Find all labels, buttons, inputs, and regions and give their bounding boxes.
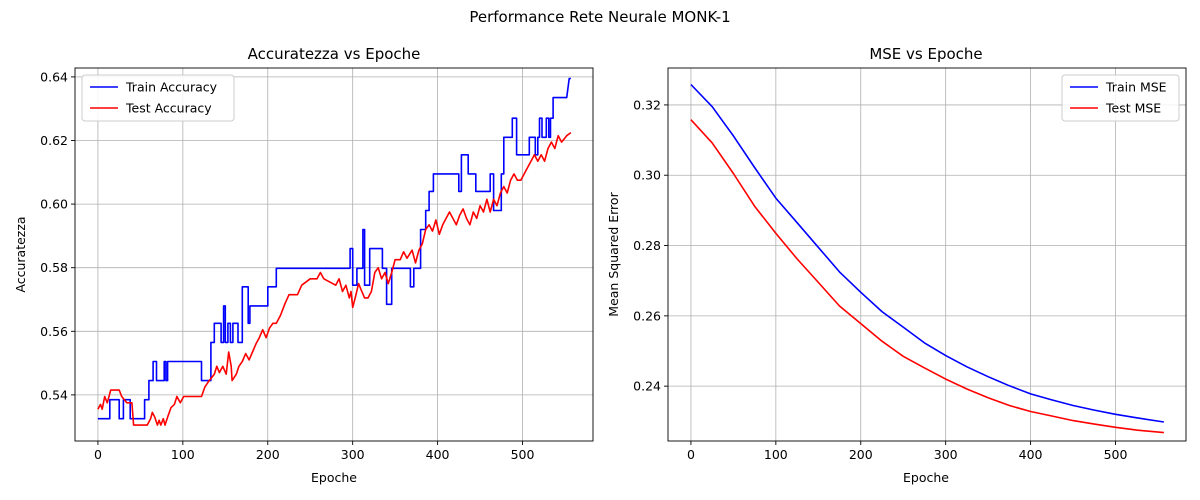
test-accuracy-legend-label: Test Accuracy <box>125 101 212 116</box>
accuracy-x-tick-label: 0 <box>94 447 102 462</box>
accuracy-legend: Train Accuracy Test Accuracy <box>81 74 235 122</box>
accuracy-plot-frame <box>74 67 594 442</box>
accuracy-y-tick-label: 0.64 <box>40 69 68 84</box>
accuracy-x-tick-label: 300 <box>341 447 365 462</box>
accuracy-grid <box>75 68 593 441</box>
accuracy-x-tick-label: 500 <box>511 447 535 462</box>
mse-x-axis-label: Epoche <box>903 470 949 485</box>
accuracy-chart-title: Accuratezza vs Epoche <box>248 45 421 63</box>
accuracy-y-ticks: 0.54 0.56 0.58 0.60 0.62 0.64 <box>40 69 75 402</box>
accuracy-x-tick-label: 100 <box>171 447 195 462</box>
mse-y-tick-label: 0.24 <box>633 379 661 394</box>
accuracy-chart-panel: Accuratezza vs Epoche 0 100 200 300 400 500 0… <box>13 45 594 485</box>
mse-y-axis-label: Mean Squared Error <box>606 191 621 316</box>
figure-suptitle: Performance Rete Neurale MONK-1 <box>469 8 730 26</box>
test-mse-line <box>690 119 1164 434</box>
accuracy-y-tick-label: 0.62 <box>40 133 68 148</box>
test-mse-legend-label: Test MSE <box>1105 101 1161 116</box>
accuracy-y-tick-label: 0.54 <box>40 387 68 402</box>
mse-x-tick-label: 300 <box>934 447 958 462</box>
train-mse-line <box>690 83 1165 423</box>
accuracy-series-group <box>97 77 572 426</box>
train-accuracy-legend-label: Train Accuracy <box>125 80 218 95</box>
mse-legend: Train MSE Test MSE <box>1061 74 1180 122</box>
mse-x-tick-label: 400 <box>1019 447 1043 462</box>
mse-chart-panel: MSE vs Epoche 0 100 200 300 400 500 0.240.260… <box>606 45 1187 485</box>
mse-x-tick-label: 200 <box>849 447 873 462</box>
accuracy-legend-box <box>81 74 235 122</box>
mse-x-tick-label: 500 <box>1104 447 1128 462</box>
mse-series-group <box>690 83 1165 434</box>
mse-x-ticks: 0 100 200 300 400 500 <box>687 441 1128 462</box>
mse-y-tick-label: 0.30 <box>633 168 661 183</box>
mse-y-tick-label: 0.28 <box>633 238 661 253</box>
mse-plot-frame <box>667 67 1187 442</box>
mse-y-tick-label: 0.26 <box>633 308 661 323</box>
accuracy-y-tick-label: 0.58 <box>40 260 68 275</box>
train-accuracy-line <box>97 77 571 420</box>
accuracy-y-axis-label: Accuratezza <box>13 216 28 292</box>
mse-chart-title: MSE vs Epoche <box>869 45 982 63</box>
accuracy-y-tick-label: 0.56 <box>40 324 68 339</box>
test-accuracy-line <box>97 131 572 426</box>
accuracy-x-tick-label: 400 <box>426 447 450 462</box>
mse-x-tick-label: 100 <box>764 447 788 462</box>
mse-x-tick-label: 0 <box>687 447 695 462</box>
accuracy-x-ticks: 0 100 200 300 400 500 <box>94 441 535 462</box>
mse-grid <box>668 68 1186 441</box>
accuracy-y-tick-label: 0.60 <box>40 197 68 212</box>
mse-y-ticks: 0.24 0.26 0.28 0.30 0.32 <box>633 97 668 394</box>
accuracy-x-tick-label: 200 <box>256 447 280 462</box>
accuracy-x-axis-label: Epoche <box>311 470 357 485</box>
mse-y-tick-label: 0.32 <box>633 97 661 112</box>
train-mse-legend-label: Train MSE <box>1105 80 1167 95</box>
